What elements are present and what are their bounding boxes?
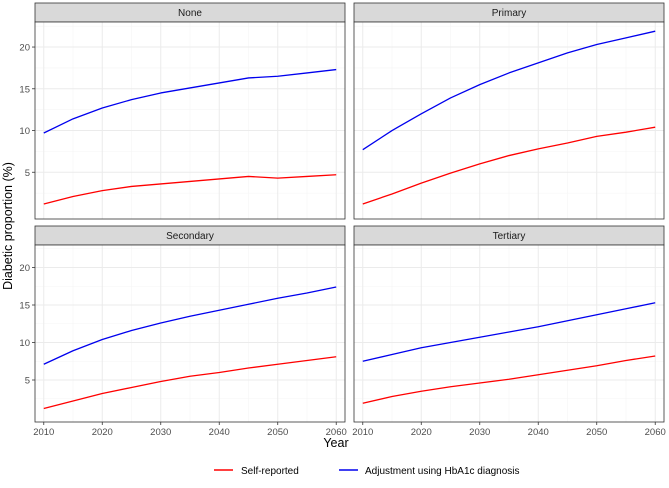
panel-title-primary: Primary	[492, 8, 526, 19]
panel-border-primary	[353, 21, 665, 220]
series-line-adjustment-using-hba1c-diagnosis-tertiary	[362, 302, 656, 362]
y-tick-label: 20	[19, 263, 30, 274]
x-tick-label: 2060	[645, 427, 666, 438]
y-tick-label: 5	[25, 168, 30, 179]
x-tick-label: 2020	[92, 427, 113, 438]
legend-label-self-reported: Self-reported	[241, 466, 299, 477]
y-tick-label: 10	[19, 338, 30, 349]
panel-secondary: Secondary 5 10 15 20 2010 2020 2030 2040 2050 2060	[19, 225, 347, 438]
x-tick-label: 2020	[411, 427, 432, 438]
series-line-self-reported-secondary	[43, 356, 337, 410]
x-tick-label: 2040	[528, 427, 549, 438]
panel-title-secondary: Secondary	[166, 231, 214, 242]
series-line-self-reported-primary	[362, 126, 656, 205]
series-line-adjustment-using-hba1c-diagnosis-primary	[362, 30, 656, 151]
panel-primary: Primary	[353, 2, 665, 220]
x-axis-title: Year	[323, 436, 348, 450]
series-line-adjustment-using-hba1c-diagnosis-secondary	[43, 286, 337, 365]
x-tick-label: 2050	[586, 427, 607, 438]
panel-border-none	[34, 21, 346, 220]
legend: Self-reported Adjustment using HbA1c dia…	[214, 466, 520, 477]
series-line-adjustment-using-hba1c-diagnosis-none	[43, 68, 337, 134]
x-tick-label: 2010	[33, 427, 54, 438]
panel-title-tertiary: Tertiary	[493, 231, 526, 242]
x-tick-label: 2050	[267, 427, 288, 438]
y-tick-label: 20	[19, 43, 30, 54]
panels-layer: None 5 10 15 20 Primary Secondary 5 10 15 20 2010 20…	[19, 2, 666, 438]
panel-none: None 5 10 15 20	[19, 2, 346, 220]
y-tick-label: 5	[25, 376, 30, 387]
x-tick-label: 2010	[352, 427, 373, 438]
series-line-self-reported-none	[43, 174, 337, 205]
x-tick-label: 2040	[209, 427, 230, 438]
y-tick-label: 15	[19, 84, 30, 95]
panel-border-secondary	[34, 244, 346, 423]
panel-title-none: None	[178, 8, 202, 19]
y-tick-label: 15	[19, 301, 30, 312]
panel-border-tertiary	[353, 244, 665, 423]
series-line-self-reported-tertiary	[362, 355, 656, 404]
y-axis-title: Diabetic proportion (%)	[1, 162, 15, 290]
x-tick-label: 2030	[150, 427, 171, 438]
x-tick-label: 2060	[326, 427, 347, 438]
y-tick-label: 10	[19, 126, 30, 137]
legend-label-hba1c: Adjustment using HbA1c diagnosis	[365, 466, 520, 477]
panel-tertiary: Tertiary 2010 2020 2030 2040 2050 2060	[352, 225, 666, 438]
x-tick-label: 2030	[469, 427, 490, 438]
